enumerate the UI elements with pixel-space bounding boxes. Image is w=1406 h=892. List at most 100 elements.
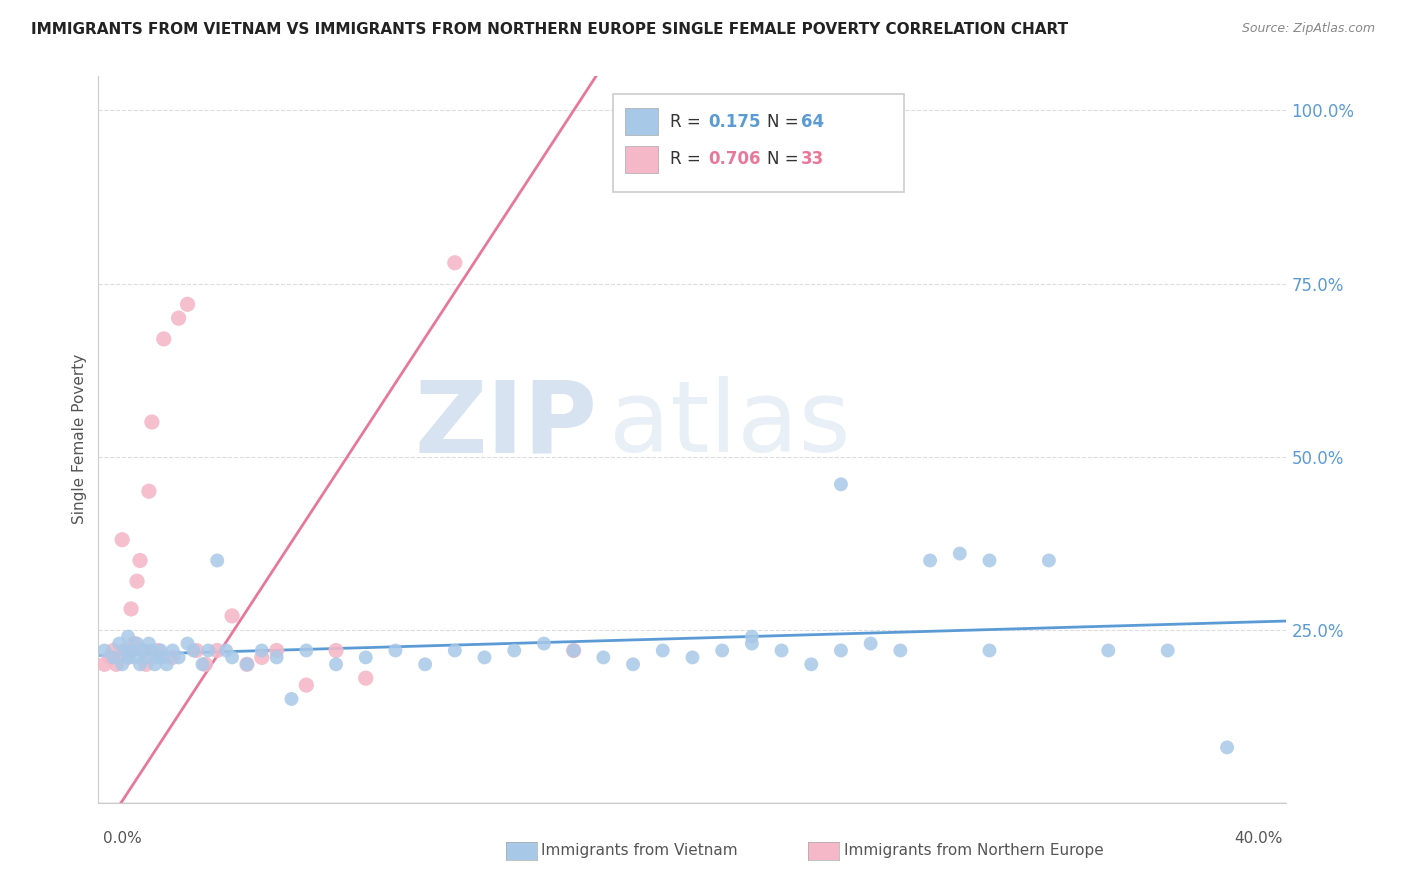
Point: [215, 643, 238, 657]
Text: 33: 33: [800, 151, 824, 169]
Point: [859, 636, 882, 650]
Point: [1216, 740, 1239, 755]
Point: [533, 636, 555, 650]
Point: [830, 477, 852, 491]
Point: [1038, 553, 1060, 567]
Point: [103, 643, 125, 657]
Point: [197, 643, 219, 657]
Point: [205, 643, 228, 657]
Point: [949, 547, 972, 561]
Point: [250, 650, 273, 665]
Point: [194, 657, 217, 672]
Point: [354, 650, 377, 665]
Point: [325, 657, 347, 672]
Point: [143, 657, 166, 672]
Point: [117, 650, 139, 665]
Point: [221, 608, 243, 623]
Point: [920, 553, 942, 567]
Point: [135, 657, 157, 672]
Point: [443, 643, 465, 657]
Text: N =: N =: [768, 112, 804, 130]
Point: [122, 650, 145, 665]
Point: [266, 650, 288, 665]
Point: [162, 650, 184, 665]
Point: [889, 643, 911, 657]
Point: [120, 643, 142, 657]
Point: [325, 643, 347, 657]
Point: [295, 643, 318, 657]
Point: [125, 574, 148, 589]
Point: [266, 643, 288, 657]
Point: [105, 657, 128, 672]
Point: [129, 553, 152, 567]
Text: ZIP: ZIP: [415, 376, 598, 474]
Point: [93, 643, 115, 657]
Point: [1156, 643, 1178, 657]
Point: [141, 643, 163, 657]
Point: [167, 311, 190, 326]
Point: [191, 657, 214, 672]
Point: [800, 657, 823, 672]
Point: [114, 643, 136, 657]
Point: [132, 643, 155, 657]
Point: [103, 650, 125, 665]
Point: [152, 332, 174, 346]
Point: [108, 636, 131, 650]
Point: [183, 643, 205, 657]
Text: atlas: atlas: [609, 376, 851, 474]
Point: [205, 553, 228, 567]
Point: [122, 636, 145, 650]
Point: [503, 643, 526, 657]
Point: [741, 636, 763, 650]
Point: [108, 650, 131, 665]
Point: [711, 643, 734, 657]
Point: [111, 533, 134, 547]
Point: [111, 657, 134, 672]
Text: N =: N =: [768, 151, 804, 169]
Point: [295, 678, 318, 692]
Text: R =: R =: [669, 112, 706, 130]
Text: 0.706: 0.706: [707, 151, 761, 169]
Point: [129, 657, 152, 672]
Point: [250, 643, 273, 657]
Point: [830, 643, 852, 657]
Point: [167, 650, 190, 665]
Point: [176, 636, 198, 650]
Point: [135, 650, 157, 665]
Point: [132, 643, 155, 657]
Point: [562, 643, 585, 657]
Text: Immigrants from Vietnam: Immigrants from Vietnam: [541, 844, 738, 858]
Point: [146, 650, 169, 665]
Point: [120, 602, 142, 616]
Point: [384, 643, 406, 657]
Point: [162, 643, 184, 657]
Point: [562, 643, 585, 657]
Text: 40.0%: 40.0%: [1234, 831, 1282, 846]
Point: [117, 650, 139, 665]
FancyBboxPatch shape: [613, 94, 904, 192]
Point: [138, 636, 160, 650]
Point: [979, 553, 1001, 567]
Point: [236, 657, 259, 672]
Point: [138, 484, 160, 499]
Point: [125, 636, 148, 650]
Point: [176, 297, 198, 311]
Text: 0.0%: 0.0%: [103, 831, 142, 846]
Point: [114, 643, 136, 657]
Point: [354, 671, 377, 685]
Point: [186, 643, 208, 657]
Text: R =: R =: [669, 151, 706, 169]
Point: [413, 657, 436, 672]
Point: [156, 657, 179, 672]
Point: [592, 650, 614, 665]
Text: 64: 64: [800, 112, 824, 130]
Text: Source: ZipAtlas.com: Source: ZipAtlas.com: [1241, 22, 1375, 36]
Point: [236, 657, 259, 672]
Point: [221, 650, 243, 665]
Point: [621, 657, 644, 672]
Point: [979, 643, 1001, 657]
Point: [141, 415, 163, 429]
Bar: [624, 108, 658, 136]
Text: 0.175: 0.175: [707, 112, 761, 130]
Point: [93, 657, 115, 672]
